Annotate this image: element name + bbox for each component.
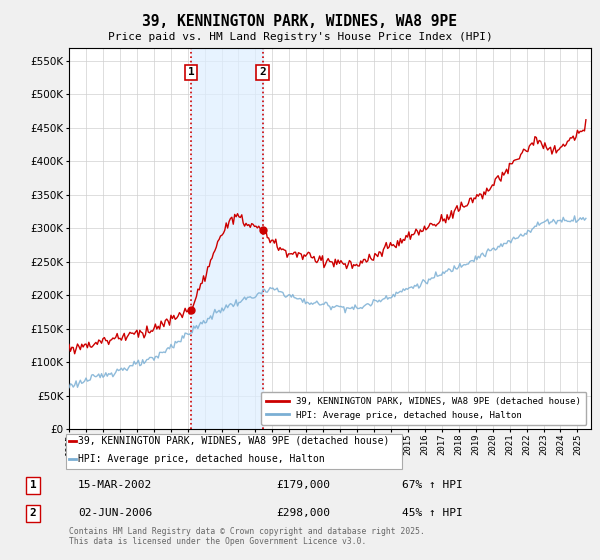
Text: 39, KENNINGTON PARK, WIDNES, WA8 9PE (detached house): 39, KENNINGTON PARK, WIDNES, WA8 9PE (de…	[78, 436, 389, 446]
Text: 39, KENNINGTON PARK, WIDNES, WA8 9PE (detached house): 39, KENNINGTON PARK, WIDNES, WA8 9PE (de…	[78, 436, 389, 446]
Text: 1: 1	[29, 480, 37, 491]
Bar	[191, 48, 263, 430]
Text: 15-MAR-2002: 15-MAR-2002	[78, 480, 152, 491]
Text: Price paid vs. HM Land Registry's House Price Index (HPI): Price paid vs. HM Land Registry's House …	[107, 32, 493, 43]
Text: £298,000: £298,000	[276, 508, 330, 519]
Text: 2: 2	[29, 508, 37, 519]
Text: 1: 1	[188, 67, 194, 77]
Text: 39, KENNINGTON PARK, WIDNES, WA8 9PE: 39, KENNINGTON PARK, WIDNES, WA8 9PE	[143, 14, 458, 29]
Text: HPI: Average price, detached house, Halton: HPI: Average price, detached house, Halt…	[78, 454, 325, 464]
Text: 45% ↑ HPI: 45% ↑ HPI	[402, 508, 463, 519]
Text: Contains HM Land Registry data © Crown copyright and database right 2025.
This d: Contains HM Land Registry data © Crown c…	[69, 526, 425, 546]
Legend: 39, KENNINGTON PARK, WIDNES, WA8 9PE (detached house), HPI: Average price, detac: 39, KENNINGTON PARK, WIDNES, WA8 9PE (de…	[261, 391, 586, 425]
Text: 67% ↑ HPI: 67% ↑ HPI	[402, 480, 463, 491]
Text: HPI: Average price, detached house, Halton: HPI: Average price, detached house, Halt…	[78, 454, 325, 464]
Text: 2: 2	[259, 67, 266, 77]
Text: 02-JUN-2006: 02-JUN-2006	[78, 508, 152, 519]
Text: £179,000: £179,000	[276, 480, 330, 491]
